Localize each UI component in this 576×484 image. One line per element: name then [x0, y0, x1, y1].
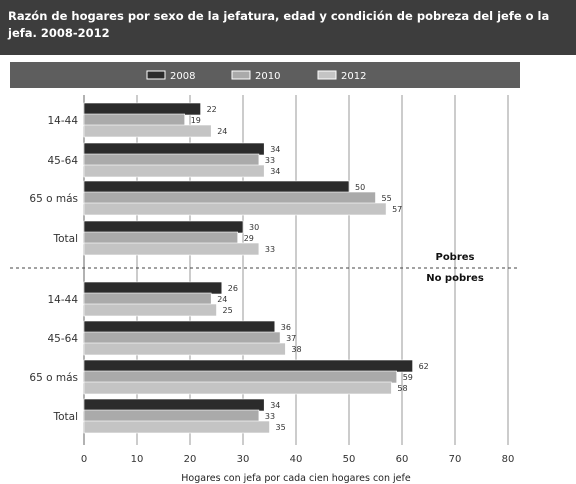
data-label: 30: [249, 223, 259, 232]
x-tick-label: 20: [184, 454, 197, 465]
legend-label-2010: 2010: [255, 71, 280, 82]
bar-2010: [83, 331, 281, 345]
legend-label-2008: 2008: [170, 71, 195, 82]
bar-2008: [83, 359, 413, 373]
data-label: 38: [291, 345, 301, 354]
bar-2008: [83, 320, 276, 334]
bar-2012: [83, 124, 212, 138]
category-label: Total: [52, 233, 78, 245]
bar-2010: [83, 370, 398, 384]
bar-2012: [83, 420, 270, 434]
bar-2012: [83, 381, 392, 395]
data-label: 33: [265, 245, 275, 254]
data-label: 34: [270, 167, 280, 176]
data-label: 62: [419, 362, 429, 371]
bar-2008: [83, 102, 201, 116]
x-tick-label: 30: [237, 454, 250, 465]
group-label: No pobres: [426, 273, 484, 284]
data-label: 50: [355, 183, 365, 192]
data-label: 59: [403, 373, 413, 382]
x-tick-label: 10: [131, 454, 144, 465]
x-tick-label: 50: [343, 454, 356, 465]
bar-2012: [83, 242, 260, 256]
data-label: 22: [207, 105, 217, 114]
category-label: 65 o más: [29, 193, 78, 205]
chart-title: Razón de hogares por sexo de la jefatura…: [8, 9, 550, 40]
legend-label-2012: 2012: [341, 71, 366, 82]
bar-2008: [83, 398, 265, 412]
x-axis-label: Hogares con jefa por cada cien hogares c…: [181, 473, 411, 484]
x-tick-label: 40: [290, 454, 303, 465]
x-tick-label: 80: [502, 454, 515, 465]
data-label: 33: [265, 156, 275, 165]
data-label: 19: [191, 116, 201, 125]
x-tick-label: 60: [396, 454, 409, 465]
bar-2008: [83, 180, 350, 194]
legend-bar: [10, 62, 520, 88]
bar-2008: [83, 220, 244, 234]
data-label: 58: [397, 384, 407, 393]
legend-swatch-2008: [146, 70, 166, 80]
category-label: 45-64: [47, 155, 78, 167]
category-label: 65 o más: [29, 372, 78, 384]
category-label: 14-44: [47, 294, 78, 306]
bar-2012: [83, 202, 387, 216]
data-label: 34: [270, 401, 280, 410]
category-label: 14-44: [47, 115, 78, 127]
data-label: 24: [217, 127, 227, 136]
bar-2010: [83, 153, 260, 167]
legend-swatch-2012: [317, 70, 337, 80]
bar-2012: [83, 303, 217, 317]
data-label: 26: [228, 284, 238, 293]
data-label: 24: [217, 295, 227, 304]
data-label: 35: [276, 423, 286, 432]
bar-2010: [83, 191, 376, 205]
data-label: 57: [392, 205, 402, 214]
chart-title-bar: Razón de hogares por sexo de la jefatura…: [0, 0, 576, 55]
bar-2010: [83, 409, 260, 423]
legend-swatch-2010: [231, 70, 251, 80]
bar-2012: [83, 164, 265, 178]
bar-2008: [83, 281, 223, 295]
bar-2008: [83, 142, 265, 156]
x-tick-label: 70: [449, 454, 462, 465]
bar-2010: [83, 292, 212, 306]
data-label: 25: [223, 306, 233, 315]
data-label: 37: [286, 334, 296, 343]
category-label: 45-64: [47, 333, 78, 345]
bar-2010: [83, 113, 185, 127]
category-label: Total: [52, 411, 78, 423]
data-label: 33: [265, 412, 275, 421]
group-label: Pobres: [435, 252, 474, 263]
bar-2012: [83, 342, 286, 356]
x-tick-label: 0: [81, 454, 87, 465]
data-label: 29: [244, 234, 254, 243]
data-label: 55: [382, 194, 392, 203]
data-label: 34: [270, 145, 280, 154]
data-label: 36: [281, 323, 291, 332]
bar-2010: [83, 231, 238, 245]
